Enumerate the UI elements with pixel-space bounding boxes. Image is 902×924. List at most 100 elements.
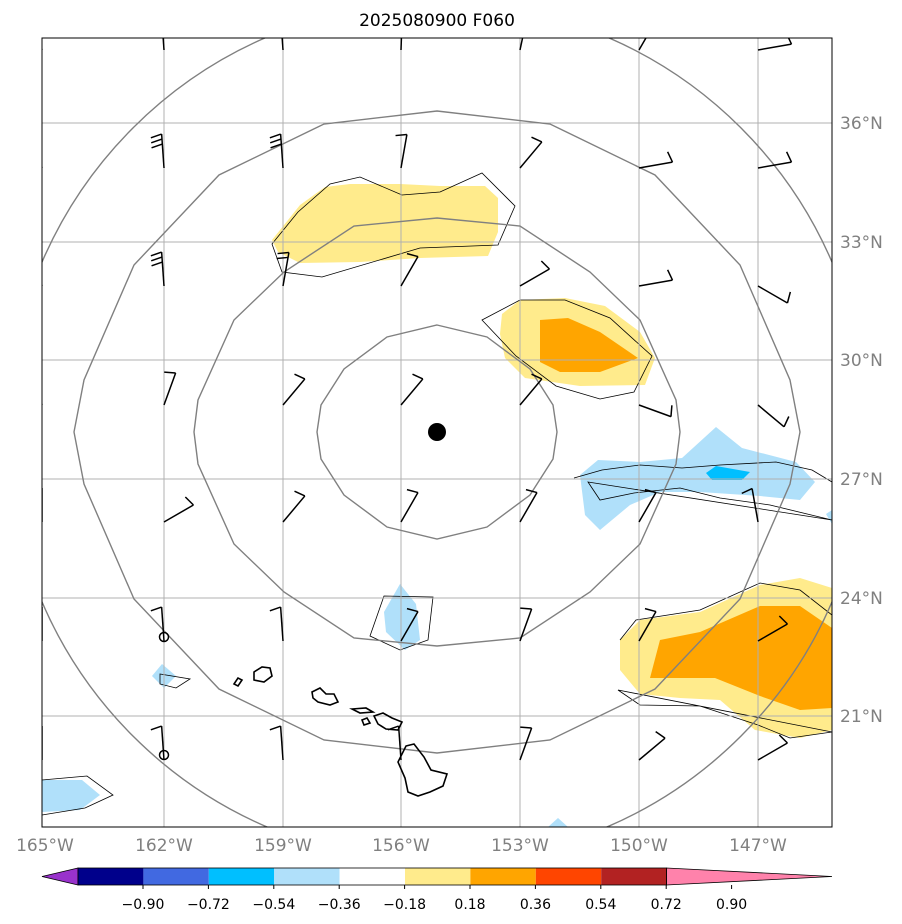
wind-barb (757, 38, 793, 51)
wind-barb (519, 260, 550, 287)
wind-barb (160, 38, 165, 51)
contour-north (271, 172, 516, 278)
wind-barb (400, 373, 424, 406)
wind-barb (42, 371, 43, 406)
contour-east (573, 461, 832, 521)
colorbar-tick-label: −0.36 (318, 897, 361, 913)
colorbar-tick-label: 0.18 (454, 897, 485, 913)
wind-barb (519, 726, 533, 761)
colorbar-segment (208, 868, 275, 885)
wind-barbs (42, 38, 793, 761)
colorbar: −0.90 −0.72 −0.54 −0.36 −0.18 0.18 0.36 0.54 0.7… (41, 867, 833, 913)
lat-labels: 36°N 33°N 30°N 27°N 24°N 21°N (840, 114, 883, 727)
contour-southwest (42, 775, 114, 816)
coastlines (158, 631, 449, 797)
wind-barb (638, 269, 674, 287)
map-frame (41, 37, 833, 828)
contour-west (159, 673, 192, 689)
colorbar-segment (535, 868, 602, 885)
wind-barb (519, 38, 528, 51)
contour-southeast (617, 582, 832, 739)
wind-barb (757, 734, 788, 761)
negative-anomaly-east-edge (826, 510, 832, 524)
wind-barb (757, 151, 793, 169)
contour-south (369, 595, 434, 651)
positive-anomaly-center-strong (540, 318, 638, 372)
storm-center-marker (428, 423, 446, 441)
wind-barb (638, 488, 657, 523)
wind-barb (638, 731, 666, 761)
wind-barb (741, 487, 759, 523)
wind-barb (638, 404, 673, 418)
wind-barb (150, 606, 165, 642)
wind-barb (42, 134, 43, 169)
island-molokai (349, 707, 376, 714)
wind-barb (400, 607, 419, 642)
wind-barb (757, 404, 790, 428)
colorbar-extend-low (41, 867, 79, 886)
wind-barb (279, 38, 284, 51)
negative-anomaly-southwest (42, 780, 100, 812)
lat-label-33n: 33°N (840, 233, 883, 253)
wind-barb (42, 252, 43, 287)
wind-barb (269, 606, 284, 642)
lon-label-165w: 165°W (16, 836, 74, 856)
range-ring-2 (193, 217, 681, 647)
colorbar-segment (143, 868, 209, 885)
wind-barb (163, 496, 194, 523)
negative-anomaly-east-strong (706, 466, 750, 480)
wind-barb (42, 38, 43, 51)
colorbar-extend-high (666, 867, 833, 886)
range-rings (42, 38, 832, 827)
wind-barb (282, 490, 306, 523)
colorbar-segment (470, 868, 536, 885)
gridlines (42, 38, 832, 827)
wind-barb (757, 285, 792, 304)
wind-barb (42, 488, 43, 522)
wind-barb (519, 607, 533, 642)
contour-layer (42, 172, 832, 816)
wind-barb (387, 725, 402, 761)
colorbar-segment (339, 868, 405, 885)
colorbar-tick-label: 0.54 (585, 897, 616, 913)
lat-label-24n: 24°N (840, 589, 883, 609)
wind-barb (519, 136, 543, 169)
wind-barb (638, 151, 674, 169)
lon-label-156w: 156°W (372, 836, 430, 856)
lon-labels: 165°W 162°W 159°W 156°W 153°W 150°W 147°… (16, 836, 787, 856)
colorbar-tick-label: −0.18 (383, 897, 426, 913)
wind-barb (163, 371, 177, 406)
wind-barb (42, 726, 43, 760)
island-hawaii (397, 743, 449, 797)
lat-label-36n: 36°N (840, 114, 883, 134)
lon-label-162w: 162°W (135, 836, 193, 856)
wind-barb (400, 38, 403, 51)
range-ring-1 (316, 324, 558, 540)
colorbar-tick-label: 0.90 (716, 897, 747, 913)
lon-label-150w: 150°W (610, 836, 668, 856)
wind-barb (276, 251, 290, 287)
colorbar-tick-label: −0.72 (187, 897, 230, 913)
wind-barb (282, 373, 306, 406)
island-niihau (232, 676, 244, 688)
colorbar-segment (601, 868, 667, 885)
island-oahu (311, 687, 340, 706)
island-lanai (360, 717, 372, 726)
lon-label-153w: 153°W (491, 836, 549, 856)
wind-barb (269, 133, 284, 169)
map-title: 2025080900 F060 (359, 11, 515, 31)
lon-label-147w: 147°W (729, 836, 787, 856)
negative-anomaly-bottom (548, 818, 568, 827)
wind-barb (150, 133, 165, 169)
negative-anomaly-south (384, 584, 420, 650)
range-ring-3 (73, 110, 801, 754)
wind-barb (519, 373, 543, 406)
wind-barb (519, 488, 538, 523)
contour-center (481, 299, 653, 400)
wind-barb (150, 725, 165, 761)
lat-label-21n: 21°N (840, 707, 883, 727)
colorbar-segment (78, 868, 144, 885)
colorbar-segment (274, 868, 340, 885)
wind-barb (269, 725, 284, 761)
